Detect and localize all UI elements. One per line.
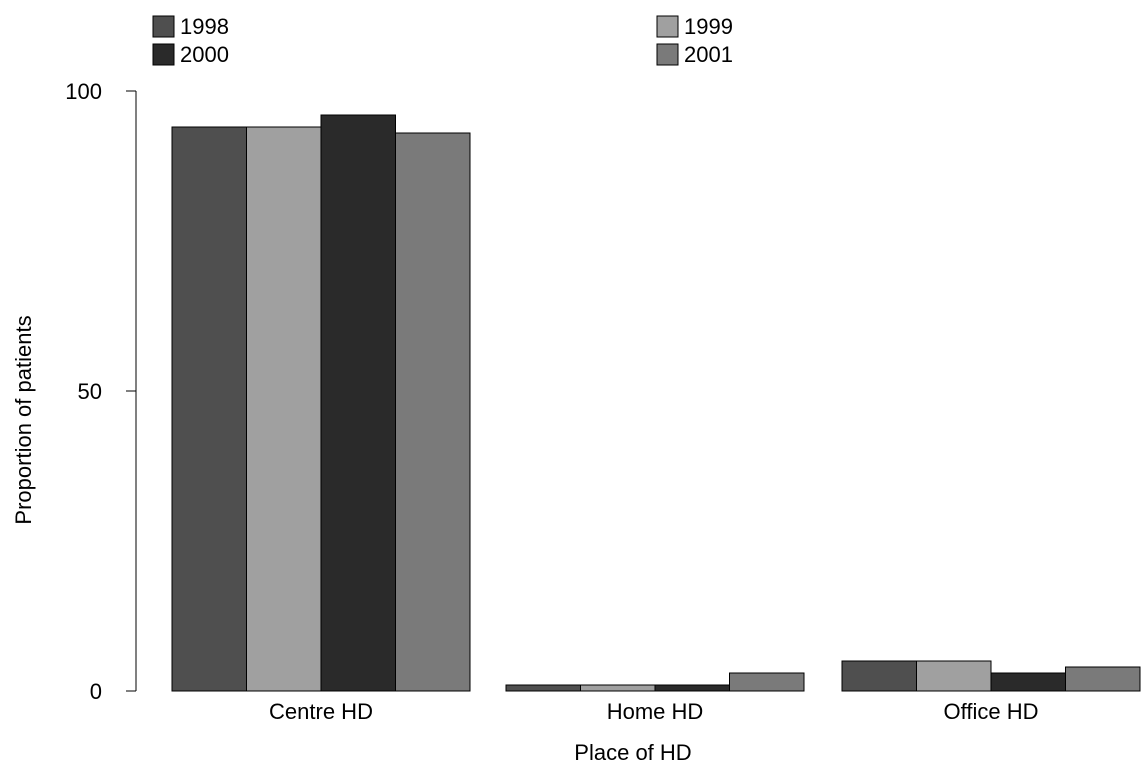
bar-2001-centre-hd <box>395 132 471 692</box>
y-tick-label: 0 <box>90 679 102 704</box>
bar-1998-centre-hd <box>171 126 247 692</box>
bar-2000-centre-hd <box>320 114 396 692</box>
bar-2000-office-hd <box>990 672 1066 692</box>
legend-label: 2000 <box>180 42 229 67</box>
x-tick-label: Centre HD <box>269 699 373 724</box>
y-tick-label: 50 <box>78 379 102 404</box>
legend-swatch <box>152 15 175 38</box>
y-axis-label: Proportion of patients <box>11 315 36 524</box>
x-tick-label: Office HD <box>944 699 1039 724</box>
legend-swatch <box>656 43 679 66</box>
x-tick-label: Home HD <box>607 699 704 724</box>
bar-2001-office-hd <box>1065 666 1141 692</box>
bar-1999-home-hd <box>580 684 656 692</box>
legend-swatch <box>656 15 679 38</box>
legend-label: 2001 <box>684 42 733 67</box>
y-ticks: 0 50 100 <box>65 79 136 704</box>
x-tick-labels: Centre HD Home HD Office HD <box>269 699 1038 724</box>
legend: 1998 1999 2000 2001 <box>152 14 733 67</box>
bars <box>171 114 1141 692</box>
legend-label: 1998 <box>180 14 229 39</box>
bar-1999-centre-hd <box>246 126 322 692</box>
x-axis-label: Place of HD <box>574 740 691 765</box>
bar-2000-home-hd <box>654 684 730 692</box>
bar-1998-home-hd <box>505 684 581 692</box>
bar-1999-office-hd <box>916 660 992 692</box>
legend-label: 1999 <box>684 14 733 39</box>
y-tick-label: 100 <box>65 79 102 104</box>
bar-1998-office-hd <box>841 660 917 692</box>
bar-2001-home-hd <box>729 672 805 692</box>
legend-swatch <box>152 43 175 66</box>
